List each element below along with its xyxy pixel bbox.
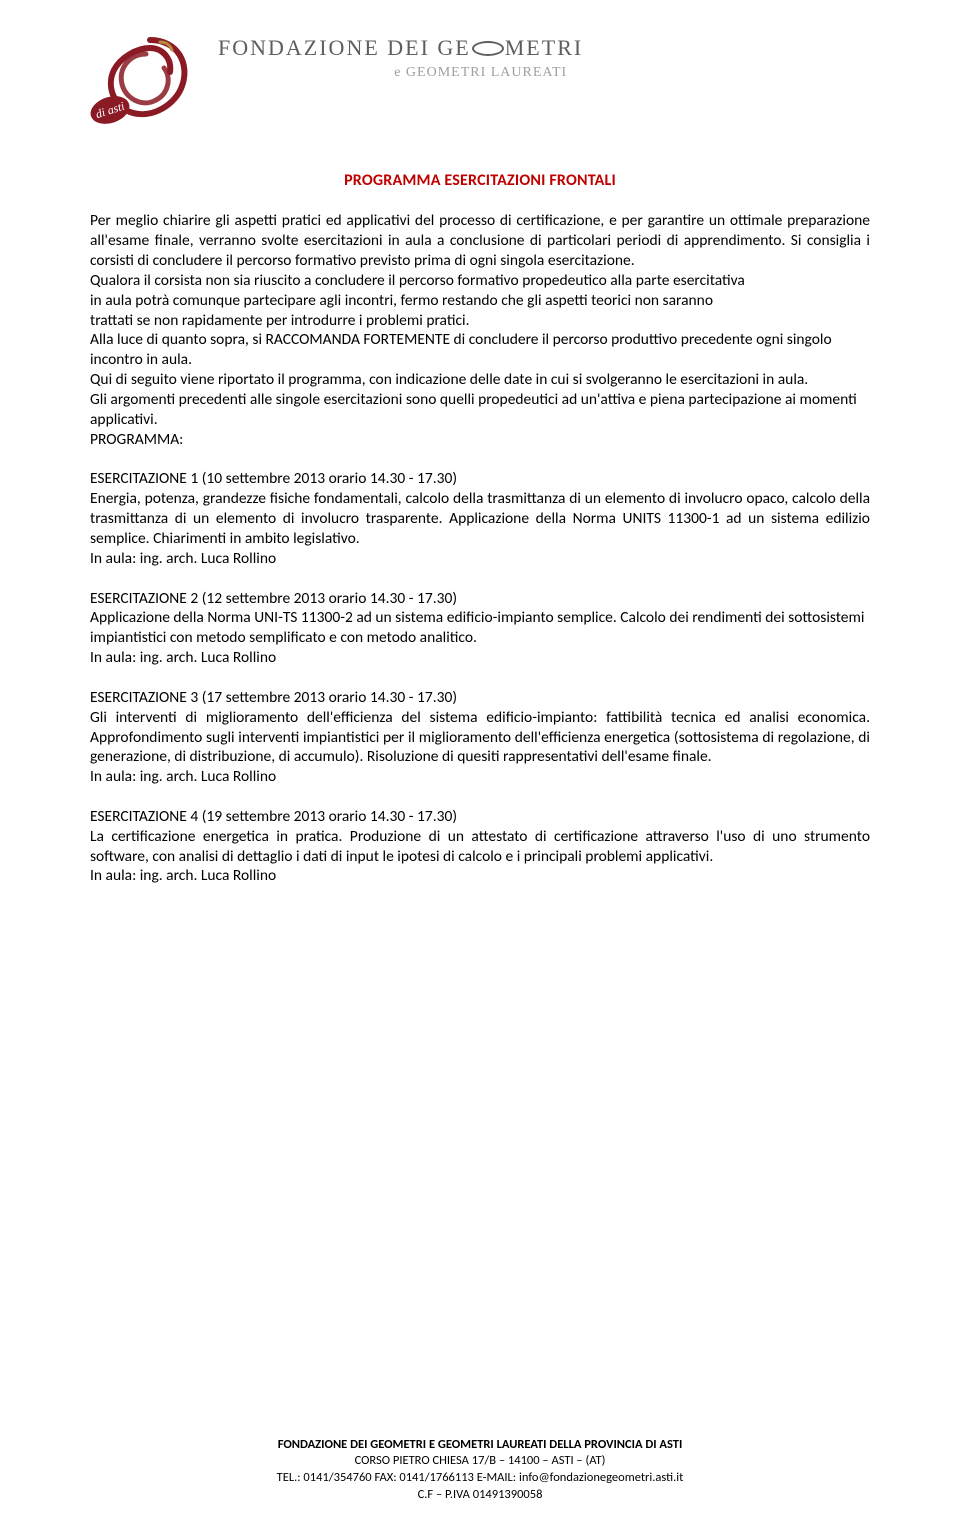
intro-p4: trattati se non rapidamente per introdur…	[90, 311, 870, 331]
page-footer: FONDAZIONE DEI GEOMETRI E GEOMETRI LAURE…	[0, 1437, 960, 1505]
intro-p2: Qualora il corsista non sia riuscito a c…	[90, 271, 870, 291]
session-2-body: Applicazione della Norma UNI-TS 11300-2 …	[90, 608, 870, 648]
intro-p6: Qui di seguito viene riportato il progra…	[90, 370, 870, 390]
footer-line3: TEL.: 0141/354760 FAX: 0141/1766113 E-MA…	[0, 1470, 960, 1487]
session-3-presenter: In aula: ing. arch. Luca Rollino	[90, 767, 870, 787]
session-4-body: La certificazione energetica in pratica.…	[90, 827, 870, 867]
intro-p3: in aula potrà comunque partecipare agli …	[90, 291, 870, 311]
logo-oval-o-icon	[472, 41, 504, 56]
session-1-body: Energia, potenza, grandezze fisiche fond…	[90, 489, 870, 548]
logo-swirl-icon: di asti	[90, 28, 200, 133]
intro-p1: Per meglio chiarire gli aspetti pratici …	[90, 211, 870, 270]
intro-block: Per meglio chiarire gli aspetti pratici …	[90, 211, 870, 449]
session-1-heading: ESERCITAZIONE 1 (10 settembre 2013 orari…	[90, 469, 870, 489]
logo-title-prefix: FONDAZIONE DEI GE	[218, 35, 471, 60]
session-2-presenter: In aula: ing. arch. Luca Rollino	[90, 648, 870, 668]
footer-line1: FONDAZIONE DEI GEOMETRI E GEOMETRI LAURE…	[0, 1437, 960, 1454]
document-page: di asti FONDAZIONE DEI GE METRI e GEOMETR…	[0, 0, 960, 1516]
footer-line4: C.F – P.IVA 01491390058	[0, 1487, 960, 1504]
intro-p7: Gli argomenti precedenti alle singole es…	[90, 390, 870, 430]
session-2: ESERCITAZIONE 2 (12 settembre 2013 orari…	[90, 589, 870, 668]
session-3-body: Gli interventi di miglioramento dell'eff…	[90, 708, 870, 767]
session-4-heading: ESERCITAZIONE 4 (19 settembre 2013 orari…	[90, 807, 870, 827]
logo-title-line: FONDAZIONE DEI GE METRI	[218, 34, 583, 62]
session-3-heading: ESERCITAZIONE 3 (17 settembre 2013 orari…	[90, 688, 870, 708]
session-1: ESERCITAZIONE 1 (10 settembre 2013 orari…	[90, 469, 870, 568]
logo-subtitle: e GEOMETRI LAUREATI	[218, 64, 583, 82]
logo-header: di asti FONDAZIONE DEI GE METRI e GEOMETR…	[90, 28, 870, 133]
logo-text: FONDAZIONE DEI GE METRI e GEOMETRI LAUREA…	[218, 28, 583, 82]
session-4-presenter: In aula: ing. arch. Luca Rollino	[90, 866, 870, 886]
footer-line2: CORSO PIETRO CHIESA 17/B – 14100 – ASTI …	[0, 1453, 960, 1470]
document-title: PROGRAMMA ESERCITAZIONI FRONTALI	[90, 171, 870, 191]
session-2-heading: ESERCITAZIONE 2 (12 settembre 2013 orari…	[90, 589, 870, 609]
intro-p8: PROGRAMMA:	[90, 430, 870, 450]
session-4: ESERCITAZIONE 4 (19 settembre 2013 orari…	[90, 807, 870, 886]
intro-p5: Alla luce di quanto sopra, si RACCOMANDA…	[90, 330, 870, 370]
logo-title-suffix: METRI	[505, 35, 583, 60]
session-3: ESERCITAZIONE 3 (17 settembre 2013 orari…	[90, 688, 870, 787]
session-1-presenter: In aula: ing. arch. Luca Rollino	[90, 549, 870, 569]
